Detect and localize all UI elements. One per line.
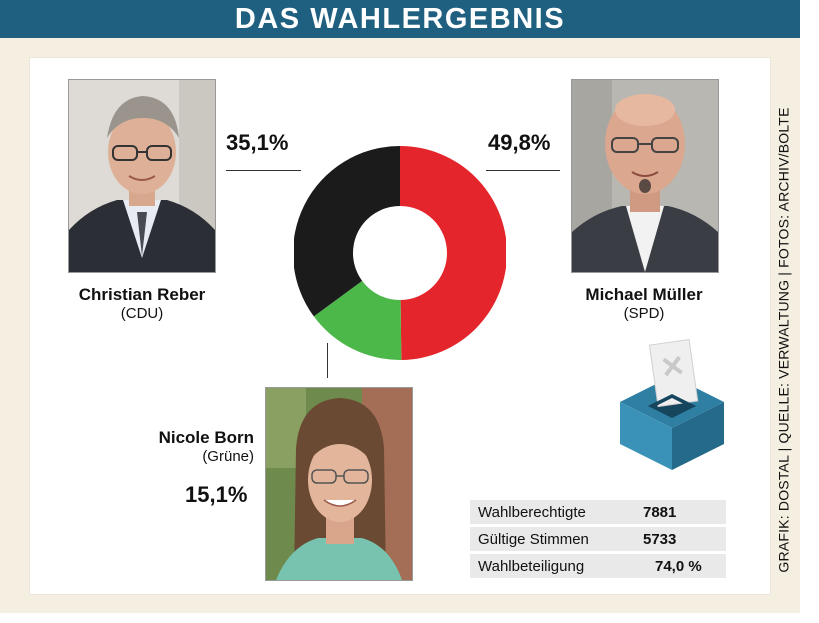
candidate-name-christian-reber: Christian Reber (78, 285, 206, 304)
stat-row-wahlbeteiligung: Wahlbeteiligung 74,0 % (470, 554, 726, 578)
ballot-box-icon (620, 338, 724, 470)
candidate-party-nicole-born: (Grüne) (202, 448, 254, 465)
leader-line-michael-mueller (486, 170, 560, 171)
donut-slice-michael-mueller (400, 146, 506, 360)
photo-christian-reber (68, 79, 216, 273)
donut-slice-nicole-born (313, 280, 402, 360)
leader-line-nicole-born (327, 343, 328, 378)
candidate-name-michael-mueller: Michael Müller (585, 285, 703, 304)
stat-value: 7881 (643, 503, 677, 521)
photo-nicole-born (265, 387, 413, 581)
stat-label: Wahlberechtigte (478, 503, 586, 521)
photo-michael-mueller (571, 79, 719, 273)
page-title: DAS WAHLERGEBNIS (234, 2, 566, 35)
stat-value: 5733 (643, 530, 677, 548)
candidate-name-nicole-born: Nicole Born (158, 428, 254, 447)
candidate-party-michael-mueller: (SPD) (623, 305, 665, 322)
stat-row-wahlberechtigte: Wahlberechtigte 7881 (470, 500, 726, 524)
percent-label-nicole-born: 15,1% (185, 482, 248, 507)
percent-label-michael-mueller: 49,8% (488, 130, 551, 155)
stat-value: 74,0 % (655, 557, 702, 575)
credit-line: GRAFIK: DOSTAL | QUELLE: VERWALTUNG | FO… (772, 90, 796, 590)
credit-text: GRAFIK: DOSTAL | QUELLE: VERWALTUNG | FO… (776, 107, 792, 573)
stats-table: Wahlberechtigte 7881 Gültige Stimmen 573… (470, 500, 726, 581)
percent-label-christian-reber: 35,1% (226, 130, 289, 155)
candidate-party-christian-reber: (CDU) (120, 305, 164, 322)
donut-chart (294, 146, 506, 360)
leader-line-christian-reber (226, 170, 301, 171)
stat-label: Wahlbeteiligung (478, 557, 585, 575)
header-banner: DAS WAHLERGEBNIS (0, 0, 800, 38)
donut-slice-christian-reber (294, 146, 400, 317)
stat-row-gueltige-stimmen: Gültige Stimmen 5733 (470, 527, 726, 551)
stat-label: Gültige Stimmen (478, 530, 589, 548)
